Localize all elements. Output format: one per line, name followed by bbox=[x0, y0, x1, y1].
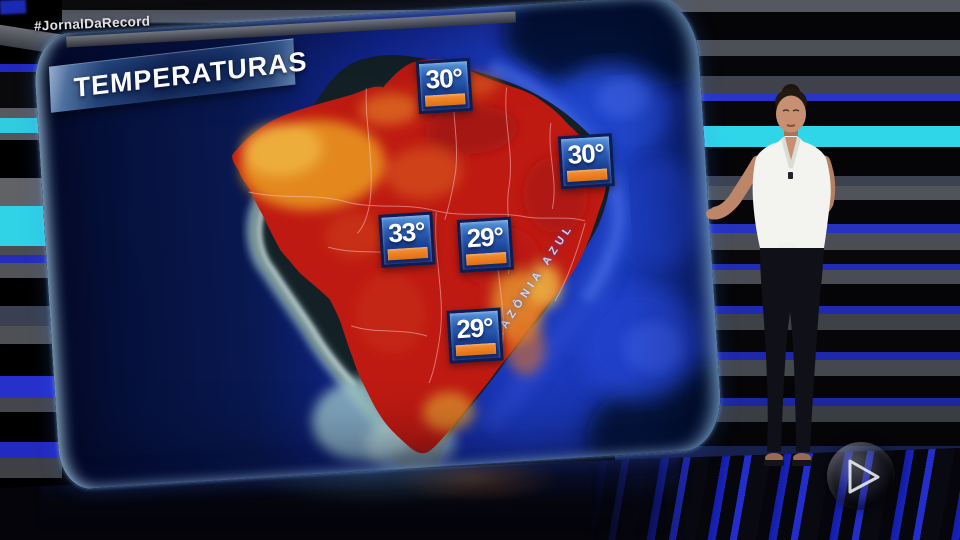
record-logo bbox=[827, 442, 895, 510]
temperature-label-center-west: 33° bbox=[378, 211, 436, 268]
blouse-vneck bbox=[781, 137, 801, 169]
temperature-underline bbox=[424, 93, 466, 107]
lapel-mic bbox=[788, 172, 793, 179]
temperature-label-center: 29° bbox=[456, 216, 514, 273]
temperature-label-north: 30° bbox=[415, 57, 473, 115]
temperature-label-northeast: 30° bbox=[557, 133, 615, 190]
studio-corner-light bbox=[0, 0, 27, 15]
temperature-underline bbox=[566, 168, 608, 182]
record-triangle-icon bbox=[848, 459, 880, 494]
presenter-eyes bbox=[782, 109, 800, 112]
weather-video-wall: TEMPERATURAS 30° 30° 33° 29° 29° AMAZÔNI… bbox=[32, 0, 724, 491]
presenter-right-arm bbox=[709, 155, 765, 220]
presenter-blouse bbox=[752, 136, 831, 248]
presenter-trousers bbox=[760, 248, 824, 452]
presenter-right-hand bbox=[706, 208, 720, 220]
temperature-underline bbox=[465, 251, 507, 266]
presenter-lips bbox=[786, 124, 796, 127]
temperature-underline bbox=[455, 342, 497, 357]
presenter bbox=[706, 84, 836, 466]
presenter-face bbox=[776, 95, 806, 133]
temperature-underline bbox=[387, 246, 429, 261]
temperature-label-southeast: 29° bbox=[446, 307, 504, 364]
